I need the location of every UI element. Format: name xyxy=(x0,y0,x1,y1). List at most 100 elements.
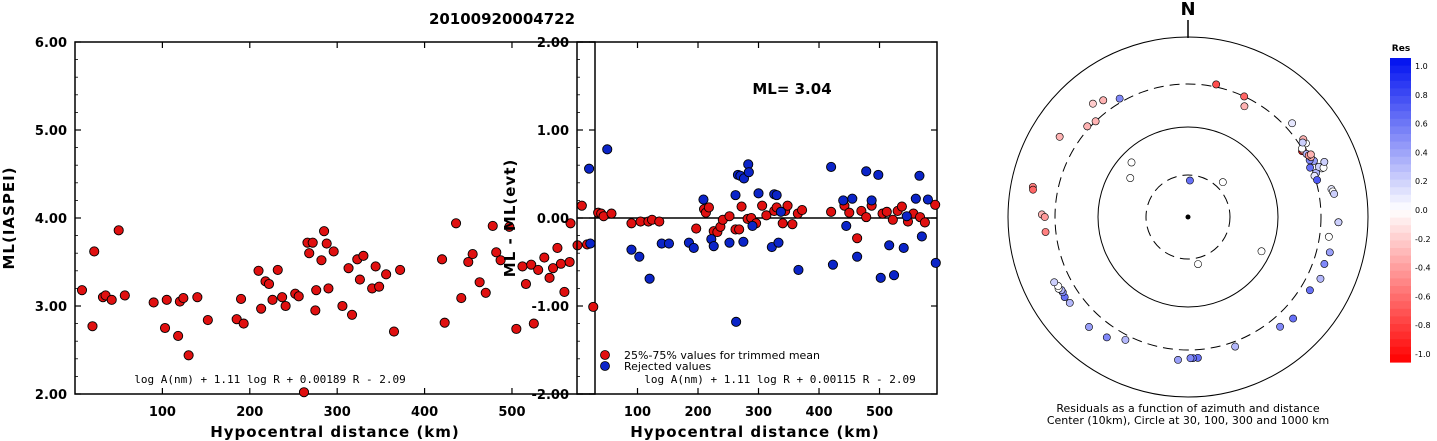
colorbar-segment xyxy=(1390,263,1411,272)
data-point xyxy=(626,244,637,255)
data-point xyxy=(304,248,315,259)
data-point xyxy=(358,250,369,261)
data-point xyxy=(346,309,358,320)
colorbar-tick-label: 0.2 xyxy=(1415,177,1428,186)
station-marker xyxy=(1276,322,1284,331)
station-marker xyxy=(1115,94,1124,103)
y-axis-label: ML(IASPEI) xyxy=(0,166,18,269)
colorbar-tick-label: -0.6 xyxy=(1415,292,1431,301)
data-point xyxy=(703,202,714,213)
colorbar-segment xyxy=(1390,210,1411,219)
colorbar-segment xyxy=(1390,187,1411,196)
y-tick-label: 6.00 xyxy=(35,36,67,51)
data-point xyxy=(480,287,491,298)
data-point xyxy=(161,294,172,305)
data-point xyxy=(504,221,515,232)
data-point xyxy=(474,277,485,288)
data-point xyxy=(606,208,617,219)
data-point xyxy=(724,237,735,248)
station-marker xyxy=(1186,176,1194,185)
data-point xyxy=(887,214,898,225)
station-marker xyxy=(1324,232,1333,241)
data-point xyxy=(321,238,332,249)
colorbar-segment xyxy=(1390,301,1411,310)
colorbar-segment xyxy=(1390,103,1411,112)
data-point xyxy=(654,216,665,227)
data-point xyxy=(263,278,275,290)
data-point xyxy=(896,201,907,212)
data-point xyxy=(202,315,213,326)
data-point xyxy=(565,218,576,229)
data-point xyxy=(491,247,502,258)
x-tick-label: 400 xyxy=(805,405,832,420)
event-title: 20100920004722 xyxy=(429,10,575,28)
data-point xyxy=(374,281,385,292)
x-tick-label: 100 xyxy=(624,405,651,420)
legend-label-rejected: Rejected values xyxy=(624,360,711,373)
data-point xyxy=(106,294,117,305)
x-tick-label: 500 xyxy=(866,405,893,420)
data-point xyxy=(841,220,852,231)
data-point xyxy=(119,290,130,301)
data-point xyxy=(183,350,194,361)
station-marker xyxy=(1040,213,1049,221)
data-point xyxy=(584,163,595,174)
colorbar-segment xyxy=(1390,179,1411,188)
station-marker xyxy=(1289,314,1298,323)
station-marker xyxy=(1288,119,1297,128)
data-point xyxy=(884,240,895,251)
formula-label: log A(nm) + 1.11 log R + 0.00115 R - 2.0… xyxy=(644,373,916,386)
station-marker xyxy=(1306,150,1315,159)
data-point xyxy=(559,286,570,297)
colorbar-segment xyxy=(1390,331,1411,340)
data-point xyxy=(463,256,474,268)
station-marker xyxy=(1320,260,1329,268)
data-point xyxy=(761,210,772,221)
data-point xyxy=(888,270,900,281)
y-tick-label: 2.00 xyxy=(537,36,569,51)
station-marker xyxy=(1102,333,1111,342)
formula-label: log A(nm) + 1.11 log R + 0.00189 R - 2.0… xyxy=(134,373,406,386)
colorbar-label: Res xyxy=(1392,44,1410,54)
y-tick-label: 5.00 xyxy=(35,124,67,139)
data-point xyxy=(450,218,462,229)
data-point xyxy=(526,259,537,270)
data-point xyxy=(691,223,702,234)
data-point xyxy=(280,300,291,312)
station-marker xyxy=(1121,335,1130,344)
data-point xyxy=(826,206,837,217)
x-tick-label: 500 xyxy=(498,405,525,420)
data-point xyxy=(437,254,448,265)
colorbar-segment xyxy=(1390,96,1411,105)
data-point xyxy=(644,273,655,284)
data-point xyxy=(844,207,855,218)
data-point xyxy=(173,330,184,341)
station-marker xyxy=(1041,228,1050,236)
data-point xyxy=(743,167,754,178)
data-point xyxy=(328,246,339,257)
colorbar-tick-label: -0.2 xyxy=(1415,235,1431,244)
data-point xyxy=(585,238,596,249)
legend: 25%-75% values for trimmed mean Rejected… xyxy=(600,349,820,373)
station-marker xyxy=(1083,122,1092,131)
x-tick-label: 300 xyxy=(324,405,351,420)
x-tick-label: 200 xyxy=(684,405,711,420)
distance-ring xyxy=(1007,36,1369,398)
data-point xyxy=(192,292,203,303)
station-marker xyxy=(1099,96,1108,105)
data-point xyxy=(564,256,575,268)
data-point xyxy=(866,195,877,206)
data-point xyxy=(881,206,892,217)
data-point xyxy=(517,261,528,272)
y-tick-label: 2.00 xyxy=(35,388,67,403)
colorbar-tick-label: -1.0 xyxy=(1415,350,1431,359)
data-point xyxy=(89,246,100,257)
colorbar-segment xyxy=(1390,255,1411,264)
x-tick-label: 300 xyxy=(745,405,772,420)
data-point xyxy=(827,259,838,270)
colorbar-segment xyxy=(1390,118,1411,127)
station-marker xyxy=(1029,185,1037,194)
data-point xyxy=(381,269,392,280)
colorbar-segment xyxy=(1390,324,1411,333)
